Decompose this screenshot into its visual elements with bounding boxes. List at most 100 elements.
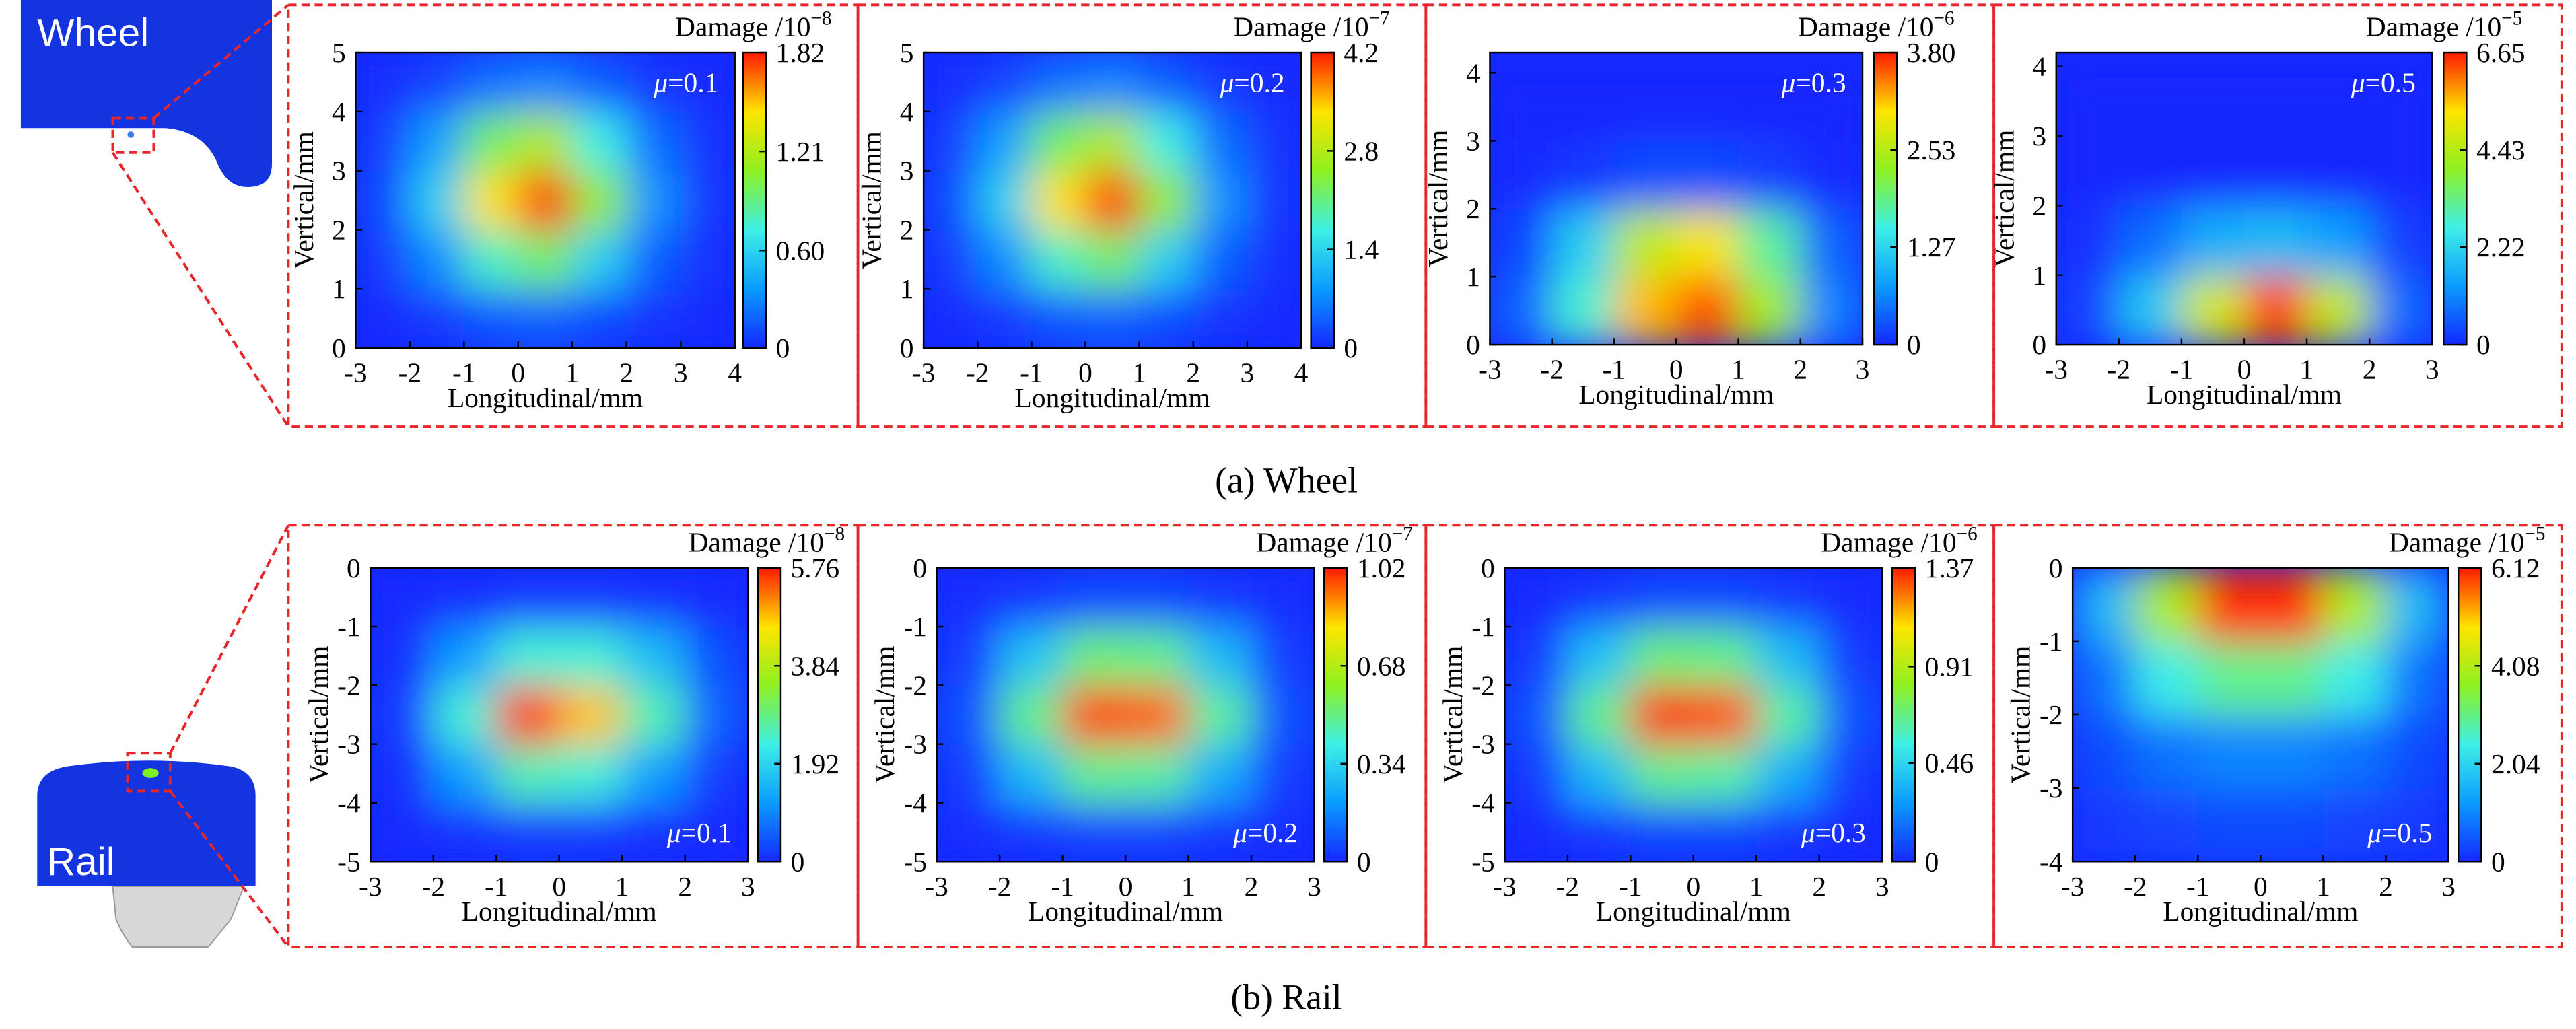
plot-frame [1489,51,1864,346]
heat-cell [1504,802,1569,862]
y-axis-label: Vertical/mm [303,646,334,784]
x-tick-label: -3 [1478,354,1502,385]
x-tick-label: 2 [2379,871,2393,902]
colorbar-tick-label: 0 [776,332,790,363]
colorbar-tick-label: 1.37 [1925,553,1974,583]
annotation-symbol: μ [666,817,681,848]
colorbar-tick-label: 6.65 [2476,37,2526,68]
colorbar-tick-label: 0 [2491,846,2505,877]
heat-cell [2073,715,2136,789]
heat-cell [2386,788,2449,862]
colorbar-tick-label: 0 [1344,332,1358,363]
annotation: μ=0.1 [653,67,718,98]
heat-cell [1693,627,1757,686]
heat-cell [1062,627,1127,686]
annotation: μ=0.5 [2367,817,2432,848]
y-tick-label: -4 [2040,846,2063,877]
heat-cell [1800,209,1863,278]
heat-cell [1490,141,1554,210]
heat-cell [2056,275,2120,345]
caption: (a) Wheel [1215,460,1358,501]
heat-cell [685,627,749,686]
heat-cell [1251,567,1315,628]
heat-cell [496,685,561,746]
x-tick-label: 1 [2316,871,2330,902]
annotation: μ=0.2 [1232,817,1298,848]
heat-cell [572,229,628,290]
x-tick-label: -2 [398,357,422,388]
heat-cell [1819,567,1883,628]
heat-cell [681,229,735,290]
heat-cell [924,170,979,231]
heat-cell [2135,641,2199,716]
colorbar-exponent: −6 [1933,8,1954,30]
heat-cell [1756,627,1821,686]
heat-cell [622,567,687,628]
heat-cell [2135,788,2199,862]
heat-cell [355,229,411,290]
heat-cell [2056,205,2120,277]
heatmap-cells [936,567,1315,862]
heat-cell [1800,277,1863,345]
heat-cell [1738,209,1802,278]
y-tick-label: -3 [903,729,927,760]
heat-cell [977,289,1033,348]
heat-cell [2243,66,2308,137]
heat-cell [1139,111,1195,172]
heat-cell [622,802,687,862]
colorbar-title: Damage /10−6 [1821,523,1978,557]
heat-cell [1062,744,1127,804]
heat-cell [1756,567,1821,628]
heat-cell [370,685,435,746]
heat-cell [1251,627,1315,686]
y-tick-label: -3 [337,729,361,760]
heat-cell [1756,802,1821,862]
heat-cell [1125,567,1190,628]
heat-cell [626,52,682,113]
y-tick-label: 1 [332,273,346,304]
x-tick-label: 1 [1749,871,1764,902]
colorbar-title-text: Damage /10 [1798,11,1933,42]
x-axis-label: Longitudinal/mm [2163,896,2358,927]
y-axis-label: Vertical/mm [2005,646,2036,784]
heat-cell [2307,275,2371,345]
x-tick-label: -2 [1556,871,1580,902]
heat-cell [1567,685,1632,746]
annotation: μ=0.1 [666,817,732,848]
heat-cell [1693,685,1757,746]
heat-cell [1000,744,1064,804]
x-axis-label: Longitudinal/mm [2147,379,2342,410]
heat-cell [1693,802,1757,862]
heat-cell [977,170,1033,231]
heatmap-cells [1490,73,1863,345]
y-tick-label: 3 [2032,120,2046,151]
colorbar [2443,51,2468,346]
heat-cell [2307,66,2371,137]
y-tick-label: 0 [1481,553,1495,583]
colorbar-tick-label: 2.04 [2491,748,2540,779]
heat-cell [370,802,435,862]
heat-cell [355,52,411,113]
heat-cell [2260,788,2324,862]
x-tick-label: -1 [2186,871,2210,902]
y-tick-label: 0 [332,332,346,363]
heat-cell [685,802,749,862]
heat-cell [1193,170,1249,231]
colorbar-tick-label: 4.2 [1344,37,1379,68]
y-tick-label: 2 [2032,190,2046,221]
x-tick-label: 3 [741,871,755,902]
y-tick-label: -4 [337,787,361,818]
heat-cell [2118,275,2183,345]
x-tick-label: 0 [1078,357,1092,388]
colorbar-exponent: −5 [2524,523,2545,544]
heat-cell [1139,289,1195,348]
heat-cell [626,170,682,231]
heat-cell [1139,170,1195,231]
heat-cell [464,229,520,290]
heat-cell [2135,715,2199,789]
heat-cell [685,567,749,628]
heat-cell [2386,641,2449,716]
colorbar-tick-label: 1.4 [1344,234,1379,265]
heat-cell [1819,802,1883,862]
y-tick-label: 4 [332,96,346,127]
